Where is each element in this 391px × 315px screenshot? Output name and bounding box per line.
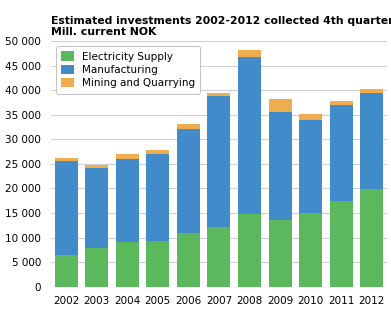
Bar (330, 105, 353, 201)
Bar (146, 154, 169, 241)
Bar (146, 241, 169, 287)
Bar (269, 112, 292, 220)
Bar (85, 168, 108, 248)
Bar (116, 243, 139, 287)
Bar (299, 213, 322, 287)
Bar (299, 114, 322, 120)
Bar (269, 220, 292, 287)
Bar (330, 101, 353, 105)
Bar (177, 129, 200, 232)
Bar (361, 89, 383, 93)
Bar (55, 158, 77, 161)
Bar (55, 255, 77, 287)
Bar (238, 50, 261, 57)
Bar (116, 154, 139, 159)
Bar (238, 215, 261, 287)
Bar (208, 96, 230, 227)
Bar (208, 227, 230, 287)
Bar (85, 165, 108, 168)
Bar (330, 201, 353, 287)
Bar (146, 150, 169, 154)
Bar (299, 120, 322, 213)
Legend: Electricity Supply, Manufacturing, Mining and Quarrying: Electricity Supply, Manufacturing, Minin… (56, 46, 201, 94)
Bar (361, 189, 383, 287)
Bar (361, 93, 383, 189)
Bar (177, 232, 200, 287)
Bar (269, 99, 292, 112)
Bar (238, 57, 261, 215)
Bar (116, 159, 139, 243)
Bar (85, 248, 108, 287)
Text: Estimated investments 2002-2012 collected 4th quarter same year.
Mill. current N: Estimated investments 2002-2012 collecte… (51, 16, 391, 37)
Bar (208, 93, 230, 96)
Bar (55, 161, 77, 255)
Bar (177, 123, 200, 129)
